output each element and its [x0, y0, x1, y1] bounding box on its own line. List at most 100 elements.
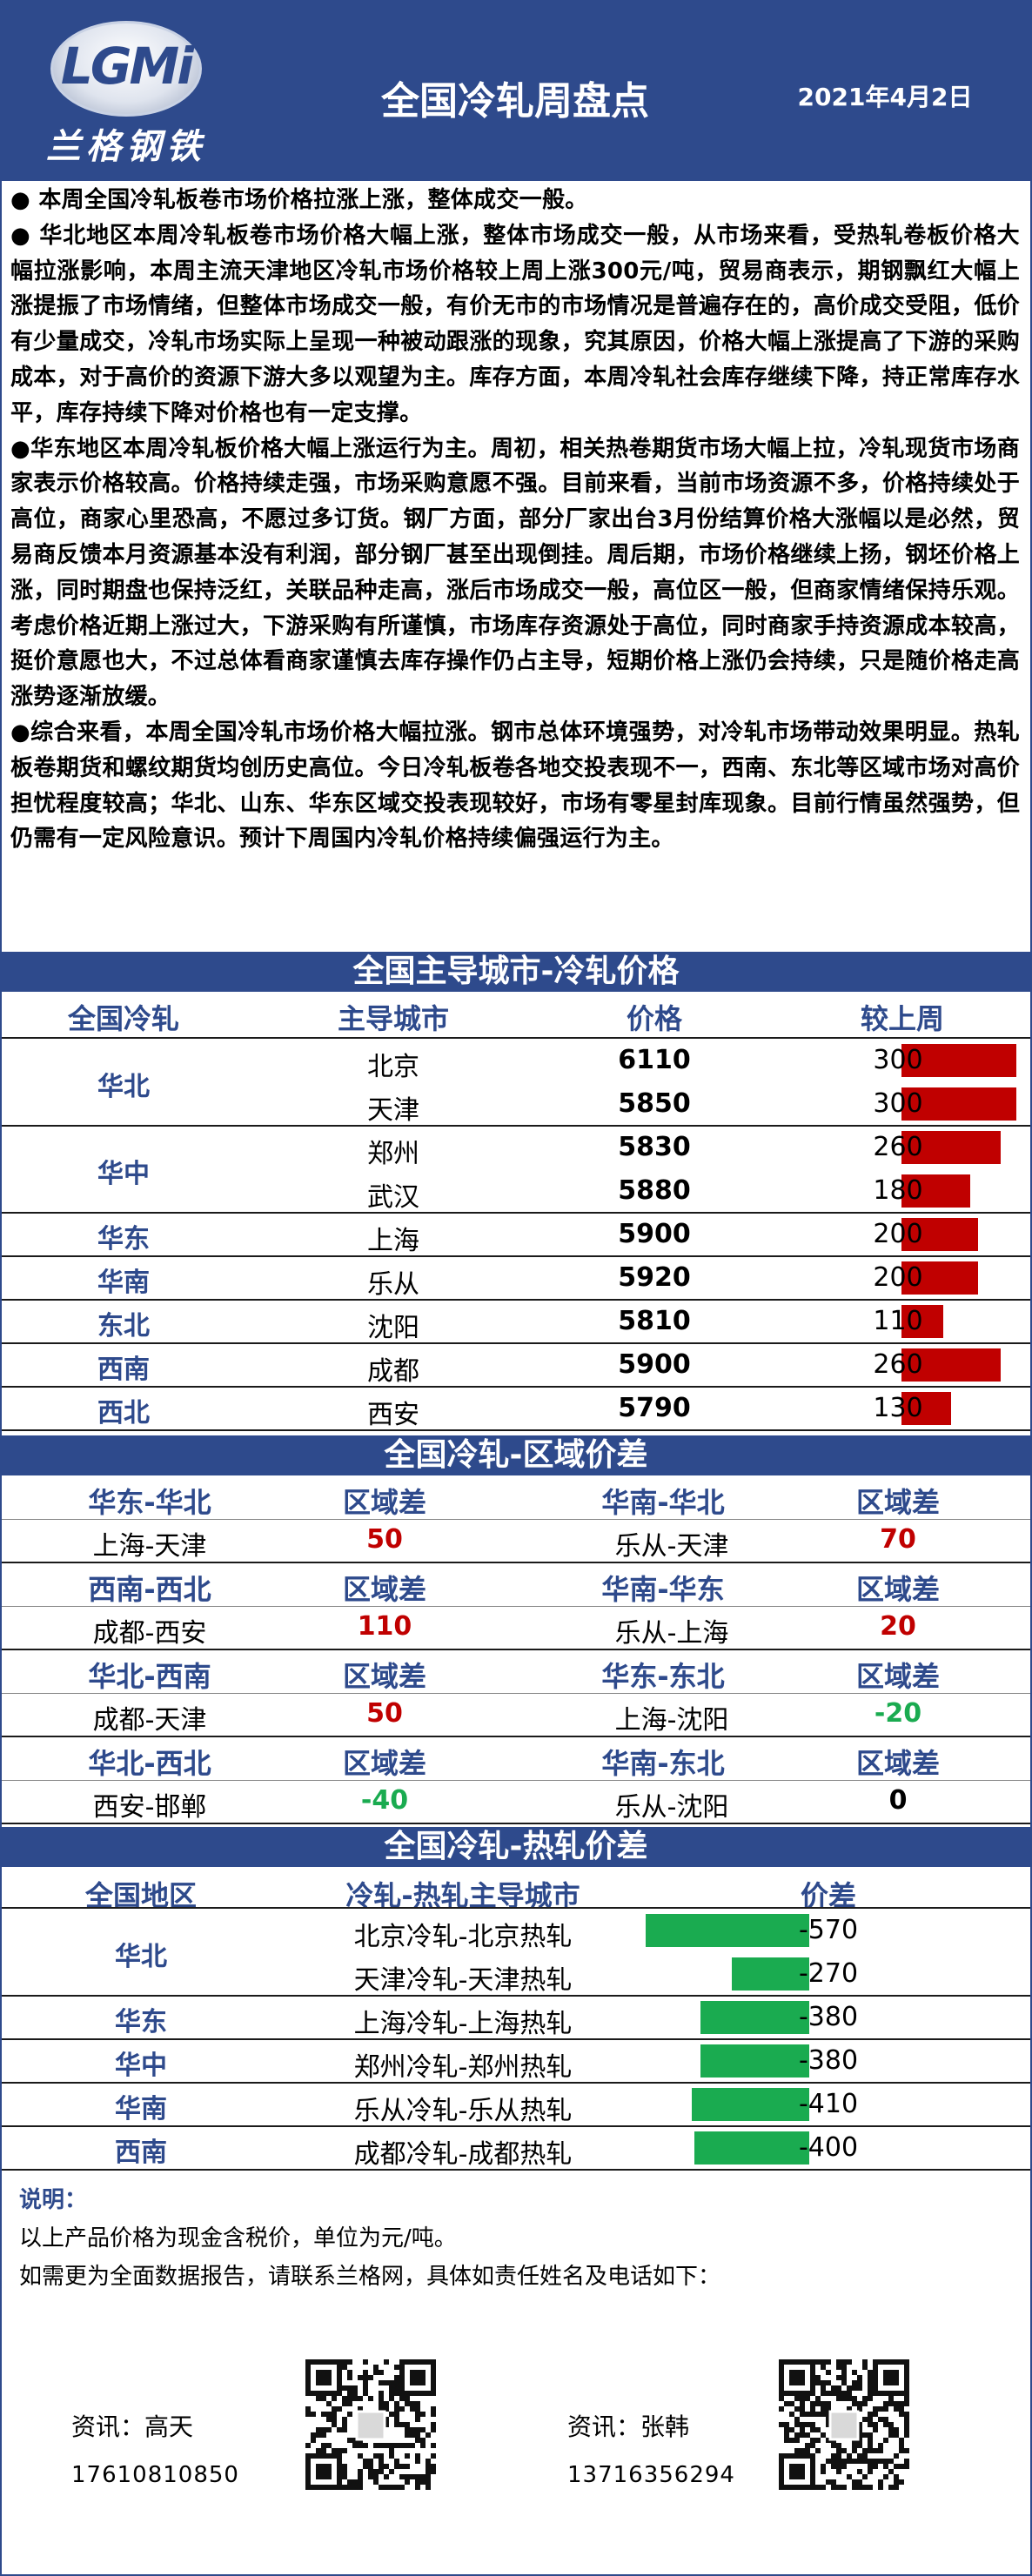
weekly-change: 110 [873, 1306, 923, 1336]
spread-value: 0 [888, 1785, 908, 1816]
change-bar [901, 1392, 951, 1425]
spread-value: -20 [874, 1698, 922, 1729]
price-value: 6110 [618, 1045, 691, 1075]
section-title-region-spread: 全国冷轧-区域价差 [2, 1435, 1030, 1475]
spread-bar [700, 2001, 809, 2034]
region-pair-name: 西南-西北 [88, 1573, 211, 1606]
city-name: 天津 [367, 1095, 419, 1126]
city-pair: 乐从-沈阳 [614, 1792, 729, 1823]
region-name: 西北 [97, 1398, 150, 1429]
market-summary: ● 本周全国冷轧板卷市场价格拉涨上涨，整体成交一般。 ● 华北地区本周冷轧板卷市… [10, 183, 1020, 948]
cold-hot-city-pair: 郑州冷轧-郑州热轧 [353, 2052, 573, 2083]
weekly-change: 260 [873, 1132, 923, 1162]
change-bar [901, 1044, 1016, 1077]
city-pair: 乐从-天津 [614, 1531, 729, 1562]
weekly-change: 180 [873, 1175, 923, 1206]
row-divider [2, 2125, 1030, 2127]
spread-bar [646, 1914, 809, 1947]
row-divider [2, 1907, 1030, 1909]
row-divider [2, 1562, 1030, 1563]
notes-line: 如需更为全面数据报告，请联系兰格网，具体如责任姓名及电话如下： [19, 2264, 721, 2290]
notes-label: 说明： [19, 2187, 88, 2213]
spread-value: -40 [360, 1785, 409, 1816]
page-title: 全国冷轧周盘点 [381, 79, 649, 124]
qr-code-icon[interactable] [303, 2351, 439, 2500]
header-banner: LGMi 兰格钢铁 全国冷轧周盘点 2021年4月2日 [2, 2, 1030, 181]
weekly-change: 200 [873, 1262, 923, 1293]
region-name: 华南 [97, 1268, 150, 1298]
region-name: 东北 [97, 1311, 150, 1342]
report-date: 2021年4月2日 [797, 83, 973, 111]
city-pair: 成都-西安 [92, 1618, 207, 1649]
city-pair: 乐从-上海 [614, 1618, 729, 1649]
row-divider [2, 2169, 1030, 2171]
region-name: 华中 [115, 2051, 167, 2081]
column-header: 全国地区 [84, 1879, 197, 1912]
price-value: 5850 [618, 1088, 691, 1119]
region-name: 华北 [97, 1072, 150, 1102]
spread-label: 区域差 [342, 1660, 426, 1693]
row-divider [2, 1736, 1030, 1737]
region-pair-name: 华北-西北 [88, 1747, 211, 1780]
row-divider [2, 1995, 1030, 1997]
spread-bar [700, 2044, 809, 2078]
column-header: 价格 [626, 1002, 682, 1035]
region-name: 华东 [115, 2007, 167, 2037]
region-name: 西南 [115, 2138, 167, 2168]
summary-paragraph: ● 本周全国冷轧板卷市场价格拉涨上涨，整体成交一般。 [10, 187, 588, 213]
region-pair-name: 华北-西南 [88, 1660, 211, 1693]
row-divider [2, 1125, 1030, 1127]
city-pair: 上海-沈阳 [614, 1705, 729, 1736]
change-bar [901, 1174, 970, 1208]
change-bar [901, 1261, 978, 1295]
spread-label: 区域差 [342, 1747, 426, 1780]
city-pair: 西安-邯郸 [92, 1792, 207, 1823]
city-pair: 上海-天津 [92, 1531, 207, 1562]
price-value: 5810 [618, 1306, 691, 1336]
row-divider [2, 1299, 1030, 1301]
change-bar [901, 1131, 1001, 1164]
spread-label: 区域差 [855, 1660, 940, 1693]
column-header: 全国冷轧 [67, 1002, 179, 1035]
city-name: 沈阳 [367, 1313, 419, 1343]
cold-hot-spread-value: -410 [798, 2089, 859, 2119]
column-header: 冷轧-热轧主导城市 [345, 1879, 580, 1912]
logo-text: LGMi [60, 37, 194, 96]
qr-code-icon[interactable] [776, 2351, 912, 2500]
section-title-cold-hot-spread: 全国冷轧-热轧价差 [2, 1827, 1030, 1867]
cold-hot-spread-value: -400 [798, 2132, 859, 2163]
price-value: 5900 [618, 1219, 691, 1249]
row-divider [2, 1693, 1030, 1694]
contact-phone: 13716356294 [567, 2462, 735, 2488]
notes-line: 以上产品价格为现金含税价，单位为元/吨。 [19, 2225, 457, 2251]
city-name: 乐从 [367, 1269, 419, 1300]
row-divider [2, 1212, 1030, 1214]
change-bar [901, 1348, 1001, 1382]
spread-label: 区域差 [855, 1573, 940, 1606]
city-name: 成都 [367, 1356, 419, 1387]
spread-value: 50 [366, 1524, 403, 1555]
summary-paragraph: ● 华北地区本周冷轧板卷市场价格大幅上涨，整体市场成交一般，从市场来看，受热轧卷… [10, 222, 1020, 426]
row-divider [2, 1255, 1030, 1257]
city-name: 郑州 [367, 1139, 419, 1169]
section-title-city-prices: 全国主导城市-冷轧价格 [2, 952, 1030, 992]
city-name: 上海 [367, 1226, 419, 1256]
region-pair-name: 华东-华北 [88, 1486, 211, 1519]
spread-label: 区域差 [855, 1747, 940, 1780]
region-name: 华北 [115, 1942, 167, 1972]
price-value: 5880 [618, 1175, 691, 1206]
region-pair-name: 华南-华东 [601, 1573, 725, 1606]
row-divider [2, 1386, 1030, 1388]
row-divider [2, 1649, 1030, 1650]
price-value: 5900 [618, 1349, 691, 1380]
contact-name: 资讯：高天 [71, 2412, 194, 2441]
spread-label: 区域差 [855, 1486, 940, 1519]
cold-hot-spread-value: -570 [798, 1915, 859, 1945]
cold-hot-city-pair: 天津冷轧-天津热轧 [353, 1965, 573, 1996]
row-divider [2, 1780, 1030, 1781]
region-pair-name: 华南-东北 [601, 1747, 725, 1780]
row-divider [2, 1823, 1030, 1824]
row-divider [2, 1429, 1030, 1431]
column-header: 价差 [800, 1879, 856, 1912]
